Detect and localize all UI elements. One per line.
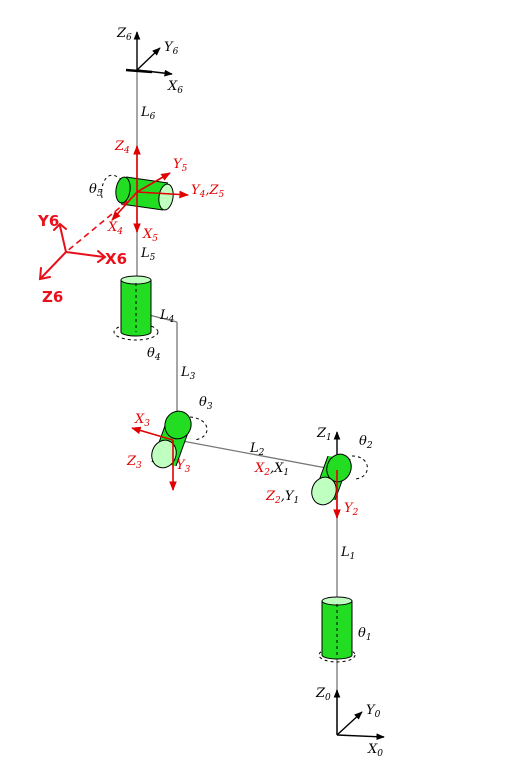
y6-label: Y6 — [164, 40, 179, 57]
handwritten-y6-arrow — [53, 222, 67, 253]
z1-label: Z1 — [316, 426, 332, 443]
theta4-label: θ4 — [147, 346, 161, 363]
links — [136, 70, 338, 735]
joint-2-rotation-arrow — [351, 455, 368, 480]
joint-3: θ3 X3 Z3 Y3 — [126, 395, 213, 491]
z4-label: Z4 — [114, 139, 130, 156]
handwritten-dashed-line — [65, 194, 136, 253]
y2-label: Y2 — [344, 501, 359, 518]
z2-y1-label: Z2,Y1 — [265, 489, 299, 506]
handwritten-z6-arrow — [38, 251, 67, 281]
joint-4: θ4 — [113, 275, 161, 363]
handwritten-y6-label: Y6 — [37, 212, 59, 230]
handwritten-x6-arrow — [65, 250, 107, 263]
theta1-label: θ1 — [358, 626, 372, 643]
l3-label: L3 — [180, 365, 196, 382]
x5-label: X5 — [142, 227, 158, 244]
z0-label: Z0 — [315, 686, 331, 703]
theta5-label: θ5 — [89, 182, 103, 199]
y4-z5-label: Y4,Z5 — [191, 183, 225, 200]
link-l2 — [176, 439, 338, 471]
y5-axis — [136, 172, 171, 193]
joint-1-cap — [321, 596, 353, 606]
joint-5: θ5 Z4 Y5 Y4,Z5 X4 X5 — [89, 139, 225, 244]
joint-2-cap — [311, 476, 337, 506]
z3-label: Z3 — [126, 454, 142, 471]
z6-label: Z6 — [116, 26, 132, 43]
y5-label: Y5 — [173, 157, 188, 174]
joint-5-cap — [158, 183, 174, 211]
l5-label: L5 — [140, 246, 156, 263]
frame-0: Z0 Y0 X0 — [315, 686, 385, 759]
x6-axis — [136, 69, 173, 77]
y4-z5-axis — [136, 190, 189, 199]
l2-label: L2 — [249, 441, 265, 458]
y3-label: Y3 — [176, 458, 191, 475]
handwritten-frame: Y6 X6 Z6 — [37, 194, 136, 306]
joint-2: Z1 θ2 Y2 X2,X1 Z2,Y1 — [254, 426, 373, 519]
l1-label: L1 — [340, 545, 355, 562]
l4-label: L4 — [159, 308, 175, 325]
x3-label: X3 — [134, 412, 150, 429]
y0-label: Y0 — [366, 703, 381, 720]
x0-axis — [336, 733, 385, 741]
theta2-label: θ2 — [359, 434, 373, 451]
l6-label: L6 — [140, 105, 156, 122]
handwritten-x6-label: X6 — [105, 250, 127, 268]
x6-label: X6 — [167, 79, 183, 96]
y0-axis — [336, 711, 363, 736]
x3-axis — [131, 426, 174, 441]
y6-axis — [136, 47, 161, 71]
theta3-label: θ3 — [199, 395, 213, 412]
handwritten-z6-label: Z6 — [42, 288, 63, 306]
x0-label: X0 — [367, 742, 383, 759]
joint-4-cap — [120, 275, 152, 285]
frame-6: Z6 Y6 X6 — [116, 26, 183, 96]
x4-label: X4 — [107, 220, 123, 237]
x2-x1-label: X2,X1 — [254, 461, 289, 478]
joint-3-rotation-arrow — [189, 416, 208, 441]
joint-3-cap — [151, 439, 177, 469]
joint-5-rotation-arrow — [101, 174, 123, 199]
joint-1: θ1 — [318, 596, 372, 663]
